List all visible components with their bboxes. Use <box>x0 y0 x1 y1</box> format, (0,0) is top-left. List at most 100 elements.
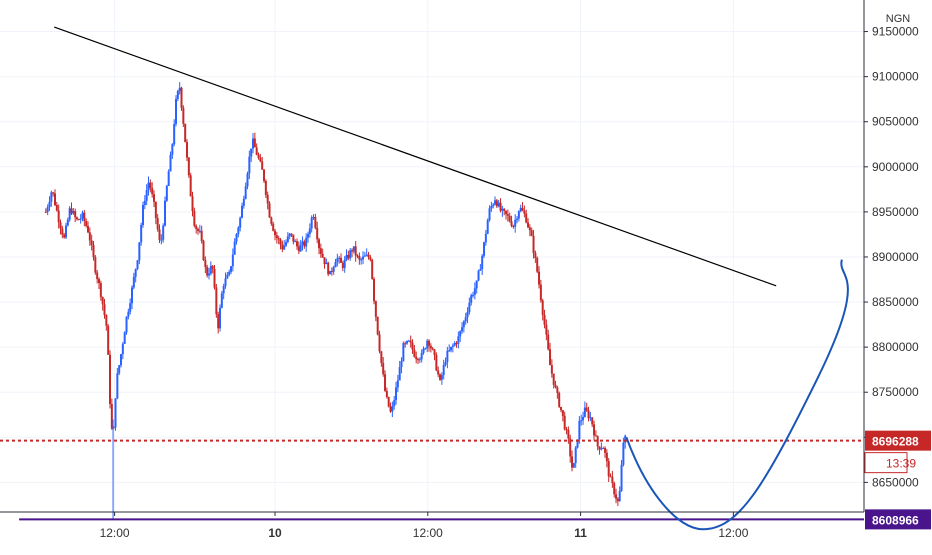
candle <box>396 374 399 393</box>
candle <box>211 265 214 274</box>
candle-body <box>167 171 170 186</box>
candle <box>554 380 557 389</box>
candle <box>230 265 233 275</box>
candle-body <box>572 463 575 468</box>
candle <box>549 342 552 366</box>
candle-body <box>406 341 409 344</box>
candle-body <box>468 302 471 313</box>
candle <box>186 139 189 162</box>
candle <box>506 209 509 222</box>
candle-body <box>200 230 203 241</box>
candle <box>508 212 511 223</box>
candle <box>433 348 436 361</box>
candle <box>285 239 288 247</box>
candle-body <box>303 241 306 247</box>
candle-body <box>341 262 344 268</box>
candle-body <box>598 446 601 450</box>
candle-body <box>50 192 53 202</box>
candle <box>345 249 348 262</box>
candle <box>160 234 163 245</box>
candle-body <box>79 218 82 220</box>
candle <box>131 285 134 310</box>
candle-body <box>536 257 539 272</box>
candle-body <box>585 407 588 411</box>
candle <box>510 215 513 228</box>
candle <box>462 320 465 333</box>
candle <box>213 265 216 290</box>
candle <box>220 291 223 309</box>
candle <box>318 237 321 255</box>
candle <box>451 343 454 353</box>
candle-body <box>514 219 517 227</box>
candle-body <box>609 476 612 478</box>
candle-body <box>220 293 223 308</box>
candle-body <box>52 192 55 194</box>
candle <box>435 352 438 372</box>
candle <box>594 430 597 437</box>
candle <box>55 201 58 212</box>
candle-body <box>301 241 304 245</box>
candle <box>583 401 586 418</box>
candle-body <box>327 262 330 275</box>
candle-body <box>145 189 148 201</box>
candle-body <box>426 340 429 349</box>
candle-body <box>109 354 112 405</box>
candle <box>250 148 253 162</box>
candle <box>473 282 476 300</box>
candle-body <box>286 236 289 243</box>
candle-body <box>321 253 324 258</box>
candle <box>330 267 333 276</box>
candle <box>587 406 590 422</box>
candle-body <box>622 442 625 465</box>
candle-body <box>420 352 423 360</box>
candle <box>334 258 337 268</box>
candle <box>411 339 414 354</box>
trendline[interactable] <box>54 26 777 287</box>
candle <box>215 283 218 318</box>
candle <box>358 252 361 265</box>
candle-body <box>136 260 139 269</box>
candle <box>477 269 480 282</box>
candle-body <box>332 267 335 272</box>
candle <box>417 357 420 365</box>
candle-body <box>46 207 49 212</box>
candle <box>81 210 84 222</box>
candle <box>153 190 156 208</box>
candle <box>288 233 291 240</box>
support-badge-bg <box>865 509 931 530</box>
candle <box>65 222 68 240</box>
candle <box>413 344 416 358</box>
candle-body <box>283 245 286 250</box>
candle-body <box>94 257 97 273</box>
candle <box>440 372 443 385</box>
candle <box>99 280 102 301</box>
candle-body <box>338 257 341 259</box>
candle-body <box>501 208 504 211</box>
candle <box>365 248 368 257</box>
candle <box>360 257 363 265</box>
candle <box>455 341 458 348</box>
candle <box>231 248 234 272</box>
candle <box>191 191 194 217</box>
candle-body <box>506 214 509 216</box>
candle <box>94 255 97 275</box>
candle <box>446 346 449 369</box>
candle <box>488 205 491 222</box>
price-tick-label: 8750000 <box>872 385 919 399</box>
candle-body <box>178 87 181 91</box>
candle <box>222 283 225 300</box>
candle <box>261 156 264 170</box>
candle-body <box>400 361 403 368</box>
candle <box>475 280 478 294</box>
candle-body <box>129 303 132 312</box>
candle-body <box>371 259 374 279</box>
candle-body <box>292 234 295 242</box>
candle-body <box>398 367 401 381</box>
candle-body <box>87 225 90 233</box>
candle <box>257 152 260 160</box>
projection-curve[interactable] <box>625 259 849 531</box>
candle <box>114 398 117 431</box>
countdown-bg <box>864 452 908 474</box>
candle <box>156 213 159 232</box>
